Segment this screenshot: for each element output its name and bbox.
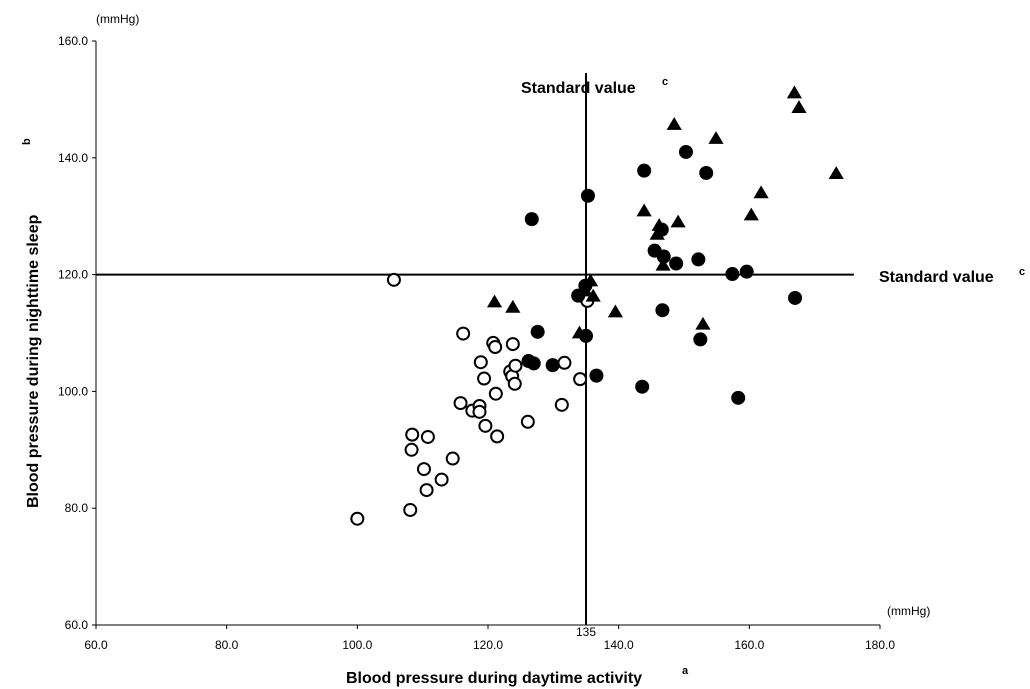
filled-triangle-point — [708, 131, 724, 144]
open-circle-point — [404, 442, 419, 457]
x-tick-label: 80.0 — [215, 638, 239, 652]
open-circle-point — [420, 429, 435, 444]
vertical-standard-label: Standard value — [521, 80, 636, 97]
open-circle-point — [473, 355, 488, 370]
filled-triangle-point — [743, 207, 759, 221]
open-circle-point — [507, 376, 522, 391]
x-axis-title: Blood pressure during daytime activity — [346, 670, 642, 687]
open-circle-point — [520, 414, 535, 429]
open-circle-point — [472, 404, 487, 419]
filled-triangle-point — [666, 117, 682, 130]
x-tick-label: 180.0 — [865, 638, 895, 652]
filled-triangle-point — [791, 100, 807, 113]
horizontal-standard-label: Standard value — [879, 269, 994, 286]
filled-circle-point — [580, 188, 595, 203]
y-axis-title: Blood pressure during nighttime sleep — [25, 214, 42, 508]
x-tick-label: 160.0 — [734, 638, 764, 652]
x-tick-label: 140.0 — [604, 638, 634, 652]
filled-triangle-point — [636, 203, 652, 217]
filled-triangle-point — [585, 288, 601, 302]
filled-triangle-point — [505, 299, 521, 313]
open-circle-point — [405, 427, 420, 442]
filled-triangle-point — [577, 283, 593, 297]
y-unit-label: (mmHg) — [96, 12, 139, 26]
y-axis-title-superscript: b — [21, 138, 33, 145]
filled-circle-point — [788, 290, 803, 305]
x-unit-label: (mmHg) — [887, 604, 930, 618]
x-tick-label-135: 135 — [576, 625, 596, 639]
filled-circle-point — [678, 144, 693, 159]
filled-circle-point — [545, 358, 560, 373]
open-circle-point — [416, 462, 431, 477]
filled-triangle-point — [670, 214, 686, 228]
filled-circle-point — [530, 324, 545, 339]
open-circle-point — [557, 355, 572, 370]
filled-triangle-point — [607, 304, 623, 318]
filled-circle-point — [691, 252, 706, 267]
horizontal-standard-superscript: c — [1019, 266, 1025, 278]
y-tick-label: 100.0 — [58, 384, 88, 398]
y-tick-label: 120.0 — [58, 268, 88, 282]
vertical-standard-superscript: c — [662, 76, 668, 88]
filled-triangle-point — [582, 273, 599, 287]
open-circle-point — [434, 472, 449, 487]
open-circle-point — [573, 372, 588, 387]
x-tick-label: 120.0 — [473, 638, 503, 652]
filled-triangle-point — [828, 166, 844, 179]
x-tick-label: 100.0 — [342, 638, 372, 652]
filled-circle-point — [699, 165, 714, 180]
filled-triangle-point — [571, 325, 588, 339]
open-circle-point — [386, 272, 401, 287]
filled-circle-point — [526, 356, 541, 371]
open-circle-point — [350, 511, 365, 526]
open-circle-point — [403, 502, 418, 517]
filled-circle-point — [669, 256, 684, 271]
y-tick-label: 160.0 — [58, 34, 88, 48]
open-circle-point — [456, 326, 471, 341]
y-axis-ticks: 60.0 80.0 100.0 120.0 140.0 160.0 — [58, 34, 96, 632]
x-tick-label: 60.0 — [84, 638, 108, 652]
y-tick-label: 60.0 — [65, 618, 89, 632]
filled-triangle-point — [695, 316, 711, 330]
x-axis-title-superscript: a — [682, 665, 689, 677]
open-circle-point — [488, 340, 503, 355]
filled-circle-point — [524, 212, 539, 227]
filled-circle-point — [589, 368, 604, 383]
filled-circle-point — [635, 379, 650, 394]
data-points — [350, 85, 844, 526]
filled-triangle-point — [649, 226, 665, 240]
x-axis-ticks: 60.0 80.0 100.0 120.0 140.0 160.0 180.0 — [84, 625, 895, 652]
filled-triangle-point — [486, 294, 503, 308]
filled-circle-point — [693, 332, 708, 347]
filled-circle-point — [655, 303, 670, 318]
open-circle-point — [445, 451, 460, 466]
open-circle-point — [488, 386, 503, 401]
filled-triangle-point — [651, 218, 667, 231]
filled-circle-point — [656, 249, 671, 264]
y-tick-label: 140.0 — [58, 151, 88, 165]
filled-circle-point — [731, 390, 746, 405]
filled-triangle-point — [655, 257, 671, 271]
open-circle-point — [478, 418, 493, 433]
open-circle-point — [477, 371, 492, 386]
open-circle-point — [508, 358, 523, 373]
open-circle-point — [453, 396, 468, 411]
open-circle-point — [419, 483, 434, 498]
y-tick-label: 80.0 — [65, 501, 89, 515]
open-circle-point — [554, 397, 569, 412]
filled-triangle-point — [753, 185, 769, 199]
open-circle-point — [490, 429, 505, 444]
filled-circle-point — [739, 264, 754, 279]
filled-circle-point — [725, 267, 740, 282]
filled-triangle-point — [786, 85, 803, 99]
open-circle-point — [505, 337, 520, 352]
filled-circle-point — [637, 163, 652, 178]
